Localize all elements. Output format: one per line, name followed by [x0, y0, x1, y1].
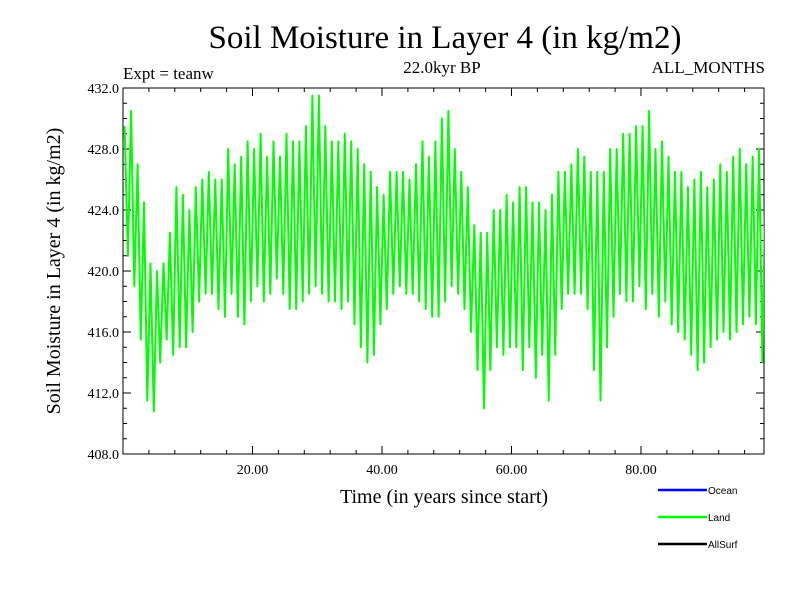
legend-label-land: Land: [708, 513, 730, 524]
y-tick-label: 432.0: [88, 82, 120, 97]
x-tick-label: 40.00: [366, 463, 398, 478]
x-axis: 20.00 40.00 60.00 80.00: [148, 88, 746, 478]
chart-title: Soil Moisture in Layer 4 (in kg/m2): [209, 20, 682, 56]
y-tick-label: 408.0: [88, 448, 120, 463]
months-label: ALL_MONTHS: [652, 58, 765, 77]
period-label: 22.0kyr BP: [403, 58, 480, 77]
legend: Ocean Land AllSurf: [658, 486, 738, 551]
legend-label-allsurf: AllSurf: [708, 540, 738, 551]
y-tick-label: 424.0: [88, 204, 120, 219]
y-tick-label: 412.0: [88, 387, 120, 402]
legend-label-ocean: Ocean: [708, 486, 737, 497]
x-tick-label: 60.00: [496, 463, 528, 478]
y-axis-label: Soil Moisture in Layer 4 (in kg/m2): [43, 128, 65, 415]
x-tick-label: 20.00: [237, 463, 269, 478]
experiment-label: Expt = teanw: [123, 64, 215, 83]
y-tick-label: 416.0: [88, 326, 120, 341]
series-line-land: [123, 94, 764, 413]
y-tick-label: 420.0: [88, 265, 120, 280]
y-tick-label: 428.0: [88, 143, 120, 158]
y-axis: 408.0 412.0 416.0 420.0 424.0 428.0 432.0: [88, 82, 764, 463]
x-tick-label: 80.00: [625, 463, 657, 478]
x-axis-label: Time (in years since start): [340, 486, 548, 508]
